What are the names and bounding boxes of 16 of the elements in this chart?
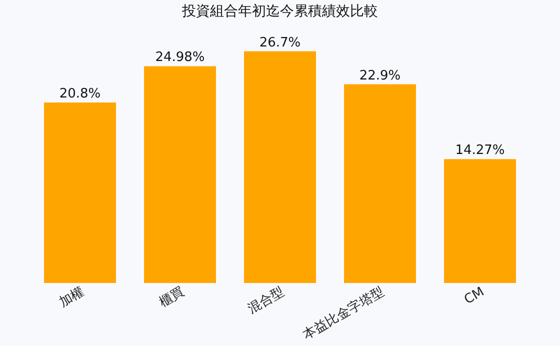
bar — [144, 66, 216, 283]
x-tick-label: 櫃買 — [156, 284, 187, 311]
bar — [244, 51, 316, 283]
x-tick-label: 混合型 — [246, 284, 287, 318]
chart-title: 投資組合年初迄今累積績效比較 — [181, 3, 378, 20]
x-tick-label: 加權 — [56, 284, 87, 311]
bar — [444, 159, 516, 283]
bar — [344, 84, 416, 283]
x-tick-label: CM — [462, 284, 487, 308]
bar — [44, 102, 116, 283]
data-label: 20.8% — [59, 86, 101, 102]
x-tick-label: 本益比金字塔型 — [300, 284, 387, 344]
data-label: 14.27% — [455, 143, 505, 158]
data-label: 24.98% — [155, 50, 205, 66]
data-label: 22.9% — [359, 68, 401, 84]
data-label: 26.7% — [259, 35, 301, 50]
